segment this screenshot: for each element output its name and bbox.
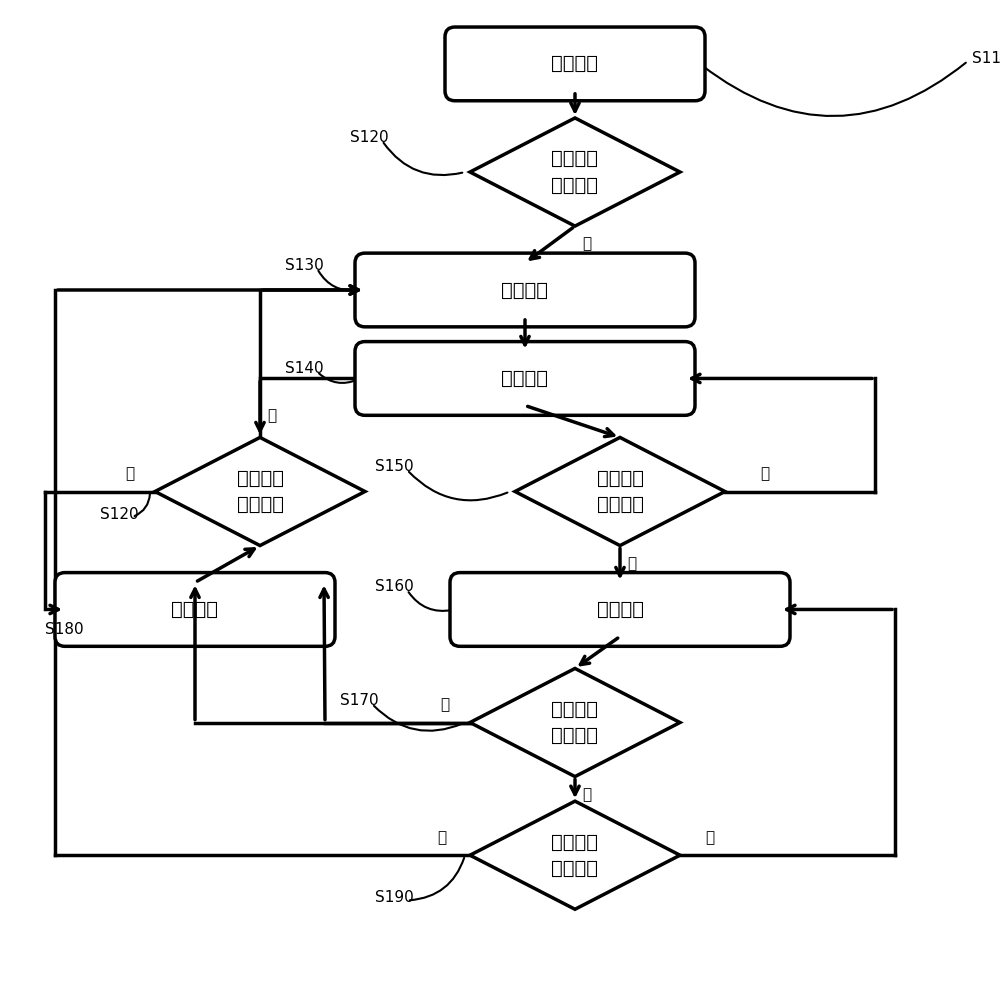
Text: S190: S190 xyxy=(375,890,414,905)
Text: 是否满足
第二条件: 是否满足 第二条件 xyxy=(596,469,644,514)
Text: 否: 否 xyxy=(760,466,770,482)
Text: S130: S130 xyxy=(285,258,324,273)
FancyBboxPatch shape xyxy=(450,572,790,647)
Text: S120: S120 xyxy=(350,130,389,145)
Polygon shape xyxy=(515,437,725,546)
Text: 是: 是 xyxy=(440,697,450,713)
Text: 上电状态: 上电状态 xyxy=(502,280,548,300)
Text: 是: 是 xyxy=(582,236,592,252)
Text: 是否满足
第一条件: 是否满足 第一条件 xyxy=(237,469,284,514)
Text: S160: S160 xyxy=(375,579,414,595)
Text: 下电状态: 下电状态 xyxy=(596,600,644,619)
Text: 是否满足
第四条件: 是否满足 第四条件 xyxy=(552,833,598,878)
Text: 等待状态: 等待状态 xyxy=(172,600,218,619)
Text: S140: S140 xyxy=(285,361,324,376)
Text: 否: 否 xyxy=(705,830,715,845)
Text: 是否满足
第一条件: 是否满足 第一条件 xyxy=(552,149,598,195)
Polygon shape xyxy=(470,668,680,777)
Polygon shape xyxy=(470,118,680,226)
Text: 否: 否 xyxy=(125,466,135,482)
Polygon shape xyxy=(155,437,365,546)
FancyBboxPatch shape xyxy=(55,572,335,647)
Text: 否: 否 xyxy=(582,786,592,802)
Text: 正常状态: 正常状态 xyxy=(502,369,548,388)
Text: S110: S110 xyxy=(972,51,1000,67)
FancyBboxPatch shape xyxy=(445,27,705,100)
Text: S120: S120 xyxy=(100,506,139,522)
FancyBboxPatch shape xyxy=(355,342,695,415)
Text: 使能状态: 使能状态 xyxy=(552,54,598,74)
Text: S170: S170 xyxy=(340,693,379,709)
FancyBboxPatch shape xyxy=(355,254,695,326)
Text: 是否满足
第三条件: 是否满足 第三条件 xyxy=(552,700,598,745)
Text: 是: 是 xyxy=(627,555,637,571)
Polygon shape xyxy=(470,801,680,909)
Text: S150: S150 xyxy=(375,459,414,475)
Text: 是: 是 xyxy=(437,830,447,845)
Text: 是: 是 xyxy=(267,408,277,424)
Text: S180: S180 xyxy=(45,621,84,637)
